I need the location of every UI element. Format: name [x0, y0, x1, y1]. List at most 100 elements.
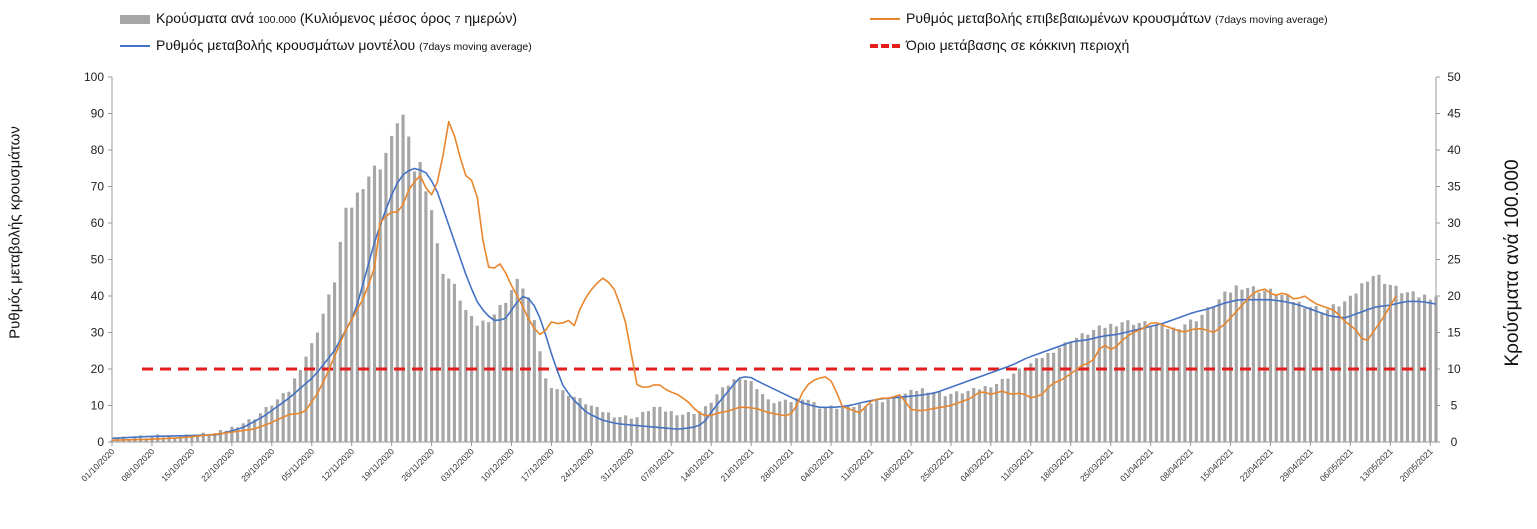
bar	[1394, 285, 1398, 442]
x-tick-label: 03/12/2020	[439, 446, 476, 483]
y-tick-label: 100	[84, 70, 104, 84]
bar	[401, 114, 405, 442]
bar	[310, 343, 314, 442]
bar	[509, 290, 514, 442]
x-tick-label: 25/02/2021	[918, 446, 955, 483]
bar	[795, 398, 799, 442]
legend-confirmed-swatch	[870, 18, 900, 21]
bar	[395, 123, 399, 442]
x-tick-label: 07/01/2021	[639, 446, 676, 483]
bar	[886, 399, 890, 442]
bar	[709, 402, 713, 442]
bar	[703, 406, 708, 442]
bar	[1308, 307, 1313, 442]
legend-bars-label: Κρούσματα ανά	[156, 10, 255, 26]
x-tick-label: 11/03/2021	[998, 446, 1035, 483]
y-tick-label: 70	[91, 180, 105, 194]
bar	[515, 278, 519, 442]
bar	[1143, 321, 1147, 442]
x-tick-labels: 01/10/2020 08/10/2020 15/10/2020 22/10/2020…	[79, 446, 1435, 483]
bar	[1171, 327, 1176, 442]
bar	[430, 210, 434, 442]
bar	[806, 399, 810, 442]
bar	[1371, 275, 1375, 442]
bar	[812, 401, 816, 442]
x-tick-label: 15/10/2020	[159, 446, 196, 483]
bar	[1183, 324, 1187, 442]
bar	[1291, 302, 1295, 442]
bar	[1194, 321, 1198, 442]
bar	[418, 161, 422, 442]
y2-tick-label: 35	[1447, 180, 1461, 194]
bar	[858, 404, 862, 442]
bar	[743, 380, 748, 442]
bar	[840, 407, 845, 442]
legend-threshold: Όριο μετάβασης σε κόκκινη περιοχή	[870, 37, 1129, 53]
bar	[829, 405, 833, 442]
bar	[572, 396, 576, 442]
bar	[932, 392, 936, 442]
bar	[304, 356, 308, 442]
y-tick-label: 60	[91, 216, 105, 230]
legend-bars-small2: 7	[454, 14, 461, 26]
bar	[235, 427, 240, 442]
bar	[498, 304, 502, 442]
x-tick-label: 18/03/2021	[1038, 446, 1075, 483]
bar	[361, 189, 365, 442]
y2-tick-label: 45	[1447, 107, 1461, 121]
bar	[190, 437, 194, 442]
bar	[1029, 363, 1033, 442]
legend-model-small: (7days moving average)	[419, 41, 532, 53]
bar	[926, 392, 930, 442]
bar	[989, 387, 993, 442]
x-tick-label: 22/10/2020	[199, 446, 236, 483]
bar	[692, 414, 696, 442]
bar	[595, 406, 599, 442]
x-tick-label: 25/03/2021	[1078, 446, 1115, 483]
bar	[1034, 358, 1039, 442]
bar	[1131, 324, 1136, 442]
bar	[372, 165, 377, 442]
y2-tick-label: 15	[1447, 326, 1461, 340]
bar	[566, 395, 571, 442]
bar	[977, 389, 982, 442]
bar	[601, 412, 605, 442]
x-tick-label: 26/11/2020	[399, 446, 436, 483]
bar	[578, 398, 582, 442]
bar	[1365, 281, 1370, 442]
bar	[1057, 347, 1061, 442]
bar	[367, 176, 371, 443]
bar	[487, 322, 491, 442]
bar	[1012, 373, 1016, 442]
bar	[196, 434, 200, 442]
bar	[1103, 327, 1107, 442]
bar	[1257, 292, 1261, 442]
bar	[624, 415, 628, 442]
bar	[915, 390, 919, 442]
x-tick-label: 01/04/2021	[1118, 446, 1155, 483]
x-tick-label: 15/04/2021	[1198, 446, 1235, 483]
bar	[738, 379, 742, 442]
bar	[1052, 352, 1056, 442]
bar	[424, 191, 428, 442]
bar	[606, 412, 611, 442]
legend-bars-small: 100.000	[257, 14, 296, 26]
bar	[943, 396, 947, 442]
bar	[1303, 308, 1307, 442]
y-tick-label: 80	[91, 143, 105, 157]
bar	[1228, 292, 1233, 442]
bar	[1040, 357, 1044, 442]
legend-bars-tail2: ημερών)	[464, 10, 518, 26]
y2-tick-label: 10	[1447, 362, 1461, 376]
bar	[469, 315, 474, 442]
bar	[178, 436, 183, 442]
bar	[1400, 293, 1404, 442]
bar	[1069, 342, 1073, 442]
bar	[1126, 320, 1130, 442]
bar	[293, 378, 297, 442]
x-tick-label: 31/12/2020	[599, 446, 636, 483]
x-tick-label: 10/12/2020	[479, 446, 516, 483]
bar	[407, 136, 411, 442]
legend-model: Ρυθμός μεταβολής κρουσμάτων μοντέλου (7d…	[120, 37, 532, 53]
bar	[920, 388, 924, 442]
